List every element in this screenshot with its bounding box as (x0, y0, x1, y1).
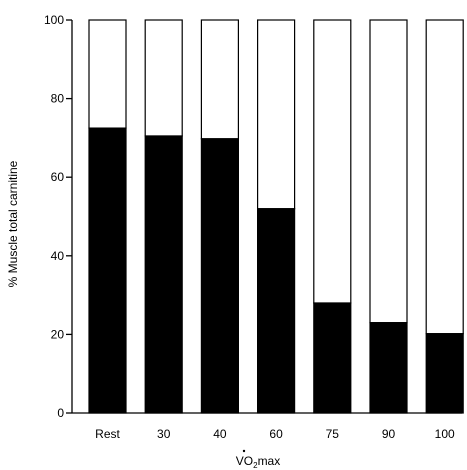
y-axis: 0 20 40 60 80 100 (44, 13, 73, 420)
bar-black-5 (369, 322, 408, 414)
x-axis-title: VO2max (236, 449, 280, 470)
bar-white-5 (369, 19, 408, 324)
bars (88, 19, 464, 414)
x-axis: Rest 30 40 60 75 90 100 (72, 412, 462, 441)
y-tick-label: 0 (57, 406, 64, 420)
y-axis-title: % Muscle total carnitine (6, 160, 20, 287)
bar-white-2 (200, 19, 239, 140)
x-title-dot (242, 449, 246, 453)
bar-black-3 (257, 208, 296, 414)
x-tick-label: 30 (157, 427, 171, 441)
x-tick-label: 100 (435, 427, 455, 441)
bar-black-0 (88, 127, 127, 414)
bar-black-2 (200, 138, 239, 414)
bar-white-4 (313, 19, 352, 304)
y-tick-label: 40 (51, 249, 65, 263)
x-tick-label: 75 (326, 427, 340, 441)
bar-black-1 (144, 135, 183, 414)
x-title-rest: max (258, 454, 281, 468)
x-axis-title-text: VO2max (236, 454, 280, 470)
x-tick-label: 40 (213, 427, 227, 441)
x-tick-label: Rest (95, 427, 120, 441)
bar-white-6 (425, 19, 464, 335)
y-tick-label: 100 (44, 13, 64, 27)
x-tick-label: 60 (269, 427, 283, 441)
bar-black-6 (425, 333, 464, 414)
y-tick-label: 20 (51, 327, 65, 341)
y-tick-label: 80 (51, 92, 65, 106)
x-title-main: VO (236, 454, 253, 468)
bar-white-3 (257, 19, 296, 210)
x-title-sub: 2 (253, 461, 258, 470)
bar-black-4 (313, 302, 352, 414)
bar-white-0 (88, 19, 127, 129)
bar-white-1 (144, 19, 183, 137)
y-tick-label: 60 (51, 170, 65, 184)
x-tick-label: 90 (382, 427, 396, 441)
